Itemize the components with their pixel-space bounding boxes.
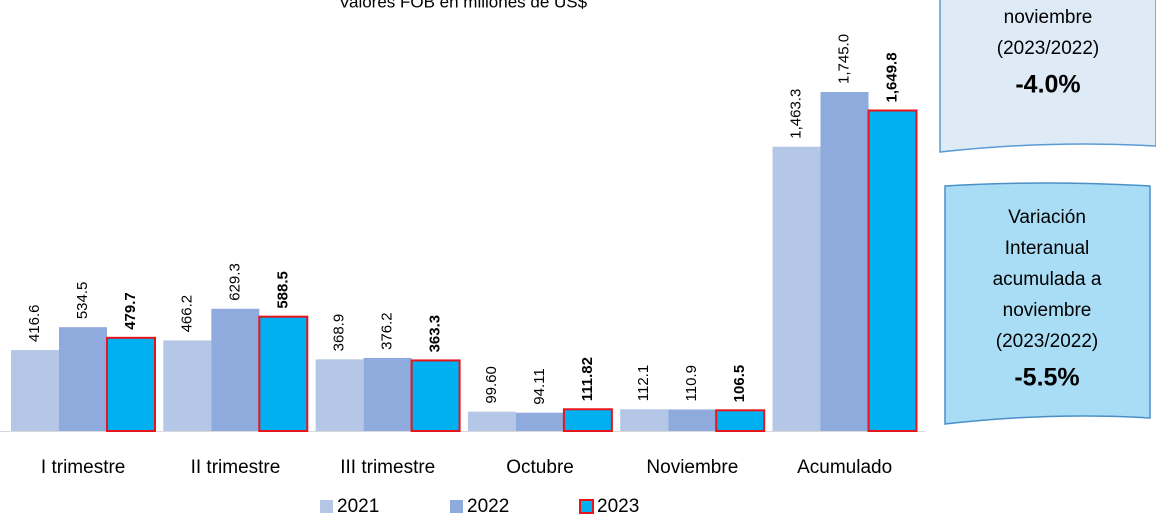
- bar: [106, 336, 156, 432]
- x-tick-label: I trimestre: [41, 457, 125, 478]
- bar: [467, 411, 516, 431]
- bar: [715, 409, 766, 432]
- bar: [515, 412, 564, 431]
- legend-swatch: [579, 499, 594, 514]
- bar: [668, 409, 717, 431]
- value-label: 94.11: [531, 368, 548, 404]
- value-label: 466.2: [178, 295, 195, 333]
- bar: [820, 92, 869, 431]
- chart-title: Valores FOB en millones de US$: [339, 0, 588, 11]
- bar: [258, 315, 309, 432]
- bar: [211, 308, 260, 431]
- value-label: 110.9: [683, 365, 700, 401]
- bar: [410, 359, 461, 432]
- note-value: -5.5%: [1014, 364, 1079, 392]
- note-text: (2023/2022): [996, 331, 1098, 352]
- note-box: [939, 0, 1156, 153]
- bar: [163, 340, 212, 431]
- bar: [59, 327, 107, 431]
- x-tick-label: Octubre: [506, 457, 574, 478]
- legend-label: 2021: [337, 496, 379, 517]
- x-tick-label: II trimestre: [191, 457, 281, 478]
- bar: [363, 357, 412, 431]
- value-label: 99.60: [483, 366, 500, 404]
- bar: [772, 146, 821, 431]
- legend-swatch: [320, 500, 333, 513]
- value-label: 112.1: [635, 365, 652, 401]
- value-label: 106.5: [731, 365, 748, 403]
- note-value: -4.0%: [1015, 71, 1080, 99]
- value-label: 1,463.3: [787, 89, 804, 139]
- bar: [867, 109, 918, 432]
- note-text: acumulada a: [993, 269, 1102, 290]
- value-label: 588.5: [274, 271, 291, 309]
- value-label: 368.9: [331, 314, 348, 352]
- bar: [562, 408, 613, 432]
- value-label: 629.3: [226, 263, 243, 301]
- value-label: 363.3: [427, 315, 444, 353]
- legend-label: 2022: [467, 496, 509, 517]
- note-text: noviembre: [1003, 300, 1092, 321]
- note-text: Interanual: [1005, 238, 1090, 259]
- value-label: 1,649.8: [883, 52, 900, 102]
- legend-swatch: [450, 500, 463, 513]
- value-label: 111.82: [579, 357, 596, 401]
- x-tick-label: Noviembre: [646, 457, 738, 478]
- x-tick-label: Acumulado: [797, 457, 892, 478]
- note-text: (2023/2022): [997, 38, 1099, 59]
- value-label: 479.7: [122, 292, 139, 330]
- note-box: [944, 182, 1151, 425]
- bar: [620, 409, 669, 431]
- note-text: noviembre: [1004, 7, 1093, 28]
- x-tick-label: III trimestre: [340, 457, 435, 478]
- value-label: 534.5: [74, 282, 91, 320]
- value-label: 416.6: [26, 305, 43, 343]
- value-label: 376.2: [379, 312, 396, 350]
- bar: [315, 359, 364, 431]
- bar: [11, 350, 59, 431]
- note-text: Variación: [1008, 207, 1086, 228]
- legend-label: 2023: [597, 496, 639, 517]
- value-label: 1,745.0: [835, 34, 852, 84]
